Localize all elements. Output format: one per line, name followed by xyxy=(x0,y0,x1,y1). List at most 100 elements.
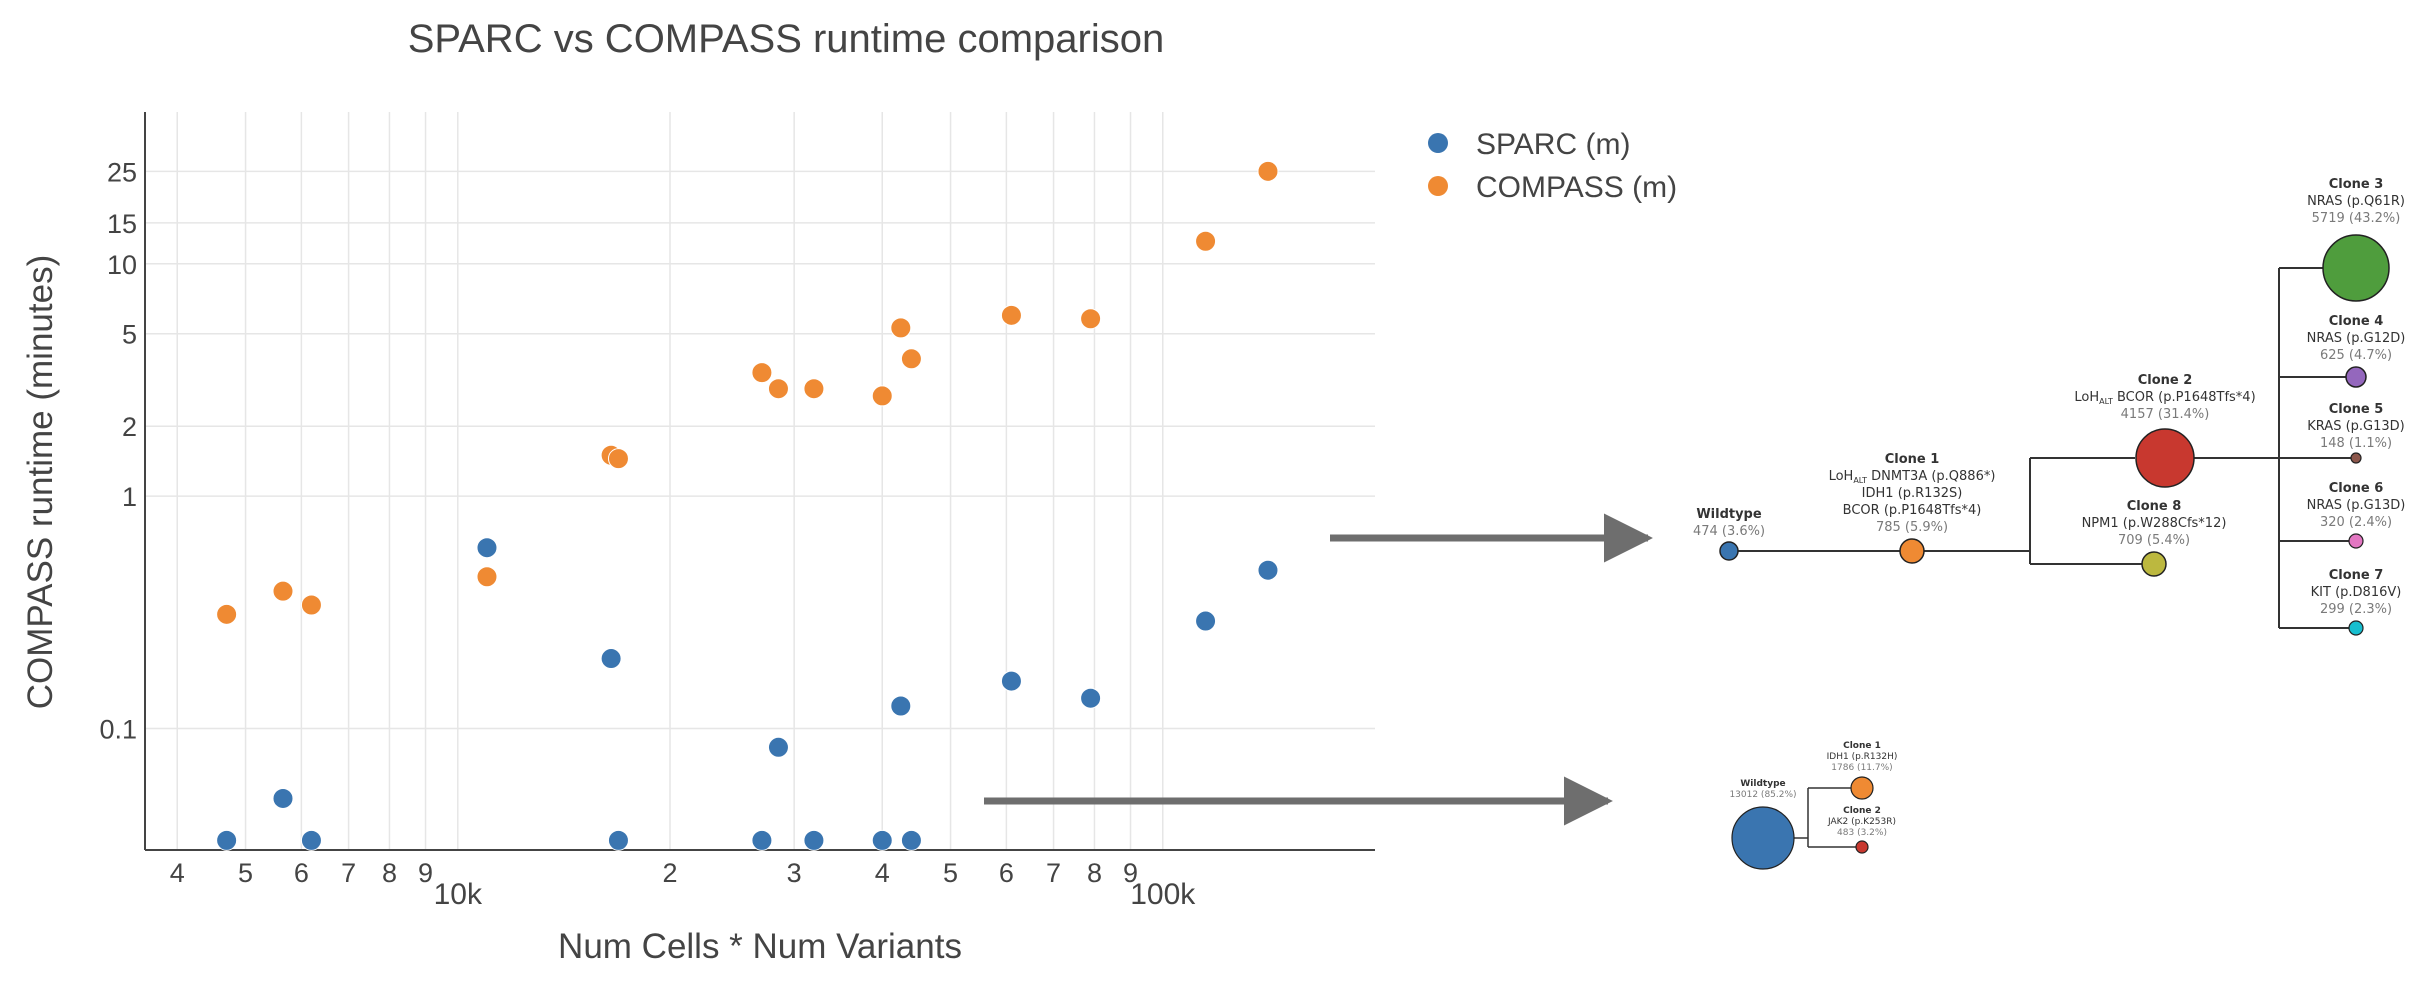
clone-3-count: 5719 (43.2%) xyxy=(2312,211,2401,226)
x-tick-label-13: 8 xyxy=(1087,858,1102,888)
clone-2-mutation-1: LoHALT BCOR (p.P1648Tfs*4) xyxy=(2074,390,2255,406)
clone-1-mutation-2: IDH1 (p.R132S) xyxy=(1862,486,1963,501)
clone-2-node-circle xyxy=(2135,428,2195,488)
sparc-m-point-8 xyxy=(803,829,825,851)
clone-5-count: 148 (1.1%) xyxy=(2320,436,2392,451)
y-tick-label-5: 15 xyxy=(107,209,137,239)
clone-tree-small: Wildtype 13012 (85.2%) Clone 1 IDH1 (p.R… xyxy=(1729,741,1897,870)
legend-label-compass: COMPASS (m) xyxy=(1476,171,1677,204)
tree-node-clone-1: Clone 1 LoHALT DNMT3A (p.Q886*) IDH1 (p.… xyxy=(1829,452,1996,564)
x-tick-label-7: 2 xyxy=(663,858,678,888)
tree-node-clone-7: Clone 7 KIT (p.D816V) 299 (2.3%) xyxy=(2311,568,2402,636)
clone-5-label: Clone 5 xyxy=(2329,402,2384,417)
clone-5-mutation-1: KRAS (p.G13D) xyxy=(2307,419,2404,434)
clone-3-node-circle xyxy=(2322,234,2390,302)
y-tick-label-2: 2 xyxy=(122,412,137,442)
sparc-m-point-15 xyxy=(1257,559,1279,581)
clone-4-node-circle xyxy=(2345,366,2367,388)
clone-7-count: 299 (2.3%) xyxy=(2320,602,2392,617)
wildtype-node-circle xyxy=(1719,541,1739,561)
clone-3-label: Clone 3 xyxy=(2329,177,2384,192)
compass-m-point-1 xyxy=(272,580,294,602)
sparc-m-point-12 xyxy=(1000,670,1022,692)
small-wildtype-node-circle xyxy=(1731,806,1795,870)
clone-8-label: Clone 8 xyxy=(2127,499,2182,514)
compass-m-point-11 xyxy=(900,348,922,370)
compass-m-point-5 xyxy=(607,448,629,470)
y-axis-title: COMPASS runtime (minutes) xyxy=(21,255,60,709)
clone-1-mutation-3: BCOR (p.P1648Tfs*4) xyxy=(1843,503,1982,518)
legend-marker-compass xyxy=(1428,176,1448,196)
compass-m-point-15 xyxy=(1257,160,1279,182)
small-clone-1-node-circle xyxy=(1850,776,1874,800)
x-tick-label-1: 5 xyxy=(238,858,253,888)
data-points xyxy=(216,160,1279,851)
sparc-m-point-4 xyxy=(600,648,622,670)
compass-m-point-13 xyxy=(1080,308,1102,330)
tree-node-clone-3: Clone 3 NRAS (p.Q61R) 5719 (43.2%) xyxy=(2307,177,2405,302)
small-tree-edges xyxy=(1793,787,1862,848)
clone-8-count: 709 (5.4%) xyxy=(2118,533,2190,548)
compass-m-point-0 xyxy=(216,603,238,625)
clone-1-mutation-1: LoHALT DNMT3A (p.Q886*) xyxy=(1829,469,1996,485)
sparc-m-point-7 xyxy=(767,736,789,758)
y-tick-label-4: 10 xyxy=(107,250,137,280)
tree-node-wildtype: Wildtype 474 (3.6%) xyxy=(1693,507,1765,561)
clone-1-count: 785 (5.9%) xyxy=(1876,520,1948,535)
tree-edges xyxy=(1729,267,2356,629)
sparc-m-point-6 xyxy=(751,829,773,851)
sparc-m-point-0 xyxy=(216,829,238,851)
clone-6-mutation-1: NRAS (p.G13D) xyxy=(2307,498,2406,513)
clone-2-label: Clone 2 xyxy=(2138,373,2193,388)
small-tree-node-wildtype: Wildtype 13012 (85.2%) xyxy=(1729,779,1797,870)
compass-m-point-6 xyxy=(751,362,773,384)
tree-node-clone-6: Clone 6 NRAS (p.G13D) 320 (2.4%) xyxy=(2307,481,2406,549)
small-tree-node-clone-1: Clone 1 IDH1 (p.R132H) 1786 (11.7%) xyxy=(1827,741,1897,800)
x-tick-label-9: 4 xyxy=(875,858,890,888)
clone-3-mutation-1: NRAS (p.Q61R) xyxy=(2307,194,2405,209)
sparc-m-point-5 xyxy=(607,829,629,851)
clone-7-label: Clone 7 xyxy=(2329,568,2384,583)
compass-m-point-10 xyxy=(890,317,912,339)
wildtype-count: 474 (3.6%) xyxy=(1693,524,1765,539)
clone-4-count: 625 (4.7%) xyxy=(2320,348,2392,363)
clone-1-label: Clone 1 xyxy=(1885,452,1940,467)
x-tick-label-5: 9 xyxy=(418,858,433,888)
compass-m-point-8 xyxy=(803,378,825,400)
clone-7-node-circle xyxy=(2348,620,2364,636)
small-clone-2-mutation: JAK2 (p.K253R) xyxy=(1827,817,1896,827)
sparc-m-point-11 xyxy=(900,829,922,851)
small-clone-1-count: 1786 (11.7%) xyxy=(1831,763,1892,773)
y-tick-label-1: 1 xyxy=(122,482,137,512)
clone-7-mutation-1: KIT (p.D816V) xyxy=(2311,585,2402,600)
clone-5-node-circle xyxy=(2350,452,2362,464)
clone-6-node-circle xyxy=(2348,533,2364,549)
clone-1-node-circle xyxy=(1899,538,1925,564)
sparc-m-point-3 xyxy=(476,537,498,559)
compass-m-point-14 xyxy=(1195,230,1217,252)
x-tick-label-12: 7 xyxy=(1046,858,1061,888)
clone-6-label: Clone 6 xyxy=(2329,481,2384,496)
clone-2-count: 4157 (31.4%) xyxy=(2121,407,2210,422)
small-clone-2-count: 483 (3.2%) xyxy=(1837,828,1887,838)
chart-title: SPARC vs COMPASS runtime comparison xyxy=(408,17,1165,61)
x-tick-label-15: 100k xyxy=(1130,878,1196,911)
clone-tree-large: Wildtype 474 (3.6%) Clone 1 LoHALT DNMT3… xyxy=(1693,177,2406,636)
small-clone-2-node-circle xyxy=(1855,840,1869,854)
x-tick-label-3: 7 xyxy=(341,858,356,888)
clone-8-mutation-1: NPM1 (p.W288Cfs*12) xyxy=(2082,516,2227,531)
small-clone-2-label: Clone 2 xyxy=(1843,806,1881,816)
clone-4-mutation-1: NRAS (p.G12D) xyxy=(2307,331,2406,346)
clone-8-node-circle xyxy=(2141,551,2167,577)
y-tick-label-6: 25 xyxy=(107,157,137,187)
x-tick-label-4: 8 xyxy=(382,858,397,888)
clone-4-label: Clone 4 xyxy=(2329,314,2384,329)
compass-m-point-12 xyxy=(1000,304,1022,326)
sparc-m-point-1 xyxy=(272,787,294,809)
wildtype-label: Wildtype xyxy=(1696,507,1762,522)
small-tree-node-clone-2: Clone 2 JAK2 (p.K253R) 483 (3.2%) xyxy=(1827,806,1896,854)
